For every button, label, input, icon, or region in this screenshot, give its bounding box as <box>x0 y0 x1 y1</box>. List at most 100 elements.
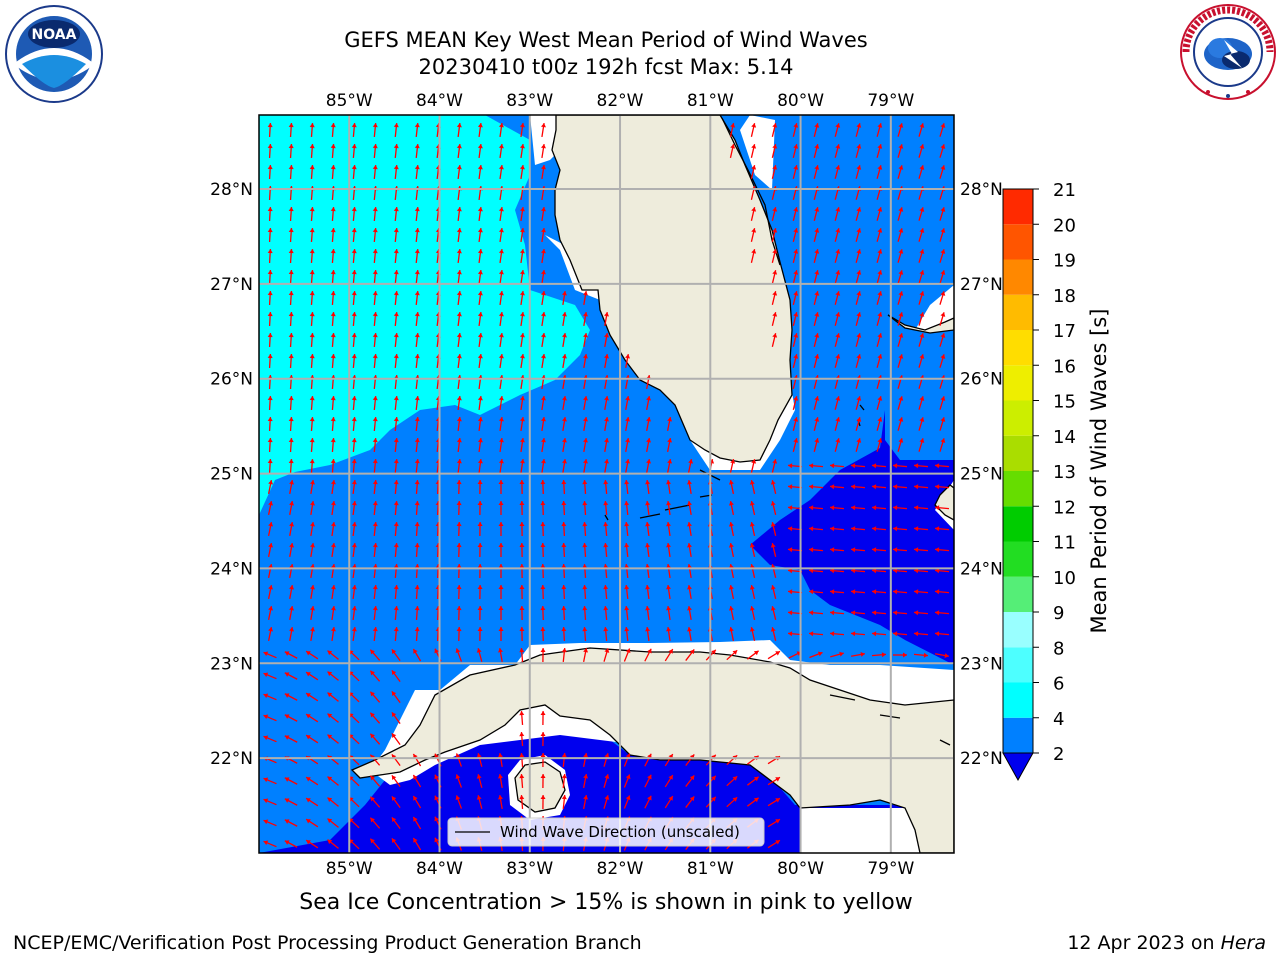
wave-arrow-head <box>561 795 567 800</box>
wave-arrow-head <box>751 123 757 128</box>
wave-arrow-head <box>872 547 877 553</box>
wave-arrow-head <box>268 543 274 548</box>
wave-arrow-head <box>583 774 589 779</box>
wave-arrow-head <box>893 547 898 553</box>
wave-arrow-head <box>561 648 567 653</box>
wave-arrow-head <box>814 165 820 170</box>
wave-arrow-head <box>814 354 820 359</box>
wave-arrow-head <box>582 480 588 485</box>
wave-arrow-head <box>413 795 418 801</box>
wave-arrow-head <box>893 589 898 595</box>
wave-arrow-head <box>814 270 820 275</box>
noaa-logo: NOAA <box>5 5 103 103</box>
footer-credit: NCEP/EMC/Verification Post Processing Pr… <box>13 932 642 954</box>
wave-arrow-head <box>267 354 273 359</box>
wave-arrow-head <box>788 589 793 595</box>
colorbar-segment <box>1003 471 1033 507</box>
wave-arrow-head <box>519 585 525 590</box>
wave-arrow-head <box>393 480 399 485</box>
wave-arrow-head <box>267 123 273 128</box>
lat-labels-right: 28°N 27°N 26°N 25°N 24°N 23°N 22°N <box>960 180 1003 769</box>
wave-arrow-head <box>625 459 631 464</box>
wave-arrow-head <box>330 333 336 338</box>
lon-label: 79°W <box>867 91 914 111</box>
wave-arrow-head <box>351 606 357 611</box>
wave-arrow-head <box>893 610 898 616</box>
wave-arrow-head <box>498 459 504 464</box>
wave-arrow-head <box>919 417 925 422</box>
wave-arrow-head <box>477 501 483 506</box>
wave-arrow-head <box>351 270 357 275</box>
wave-arrow-head <box>267 207 273 212</box>
wave-arrow-head <box>603 585 609 590</box>
no-data-margin <box>915 285 954 330</box>
wave-arrow-head <box>668 649 673 654</box>
wave-arrow-head <box>351 207 357 212</box>
colorbar-tick-label: 12 <box>1053 497 1076 518</box>
wave-arrow-head <box>391 838 397 844</box>
wave-arrow-head <box>391 796 397 802</box>
wave-arrow-head <box>477 438 483 443</box>
wave-arrow-head <box>788 463 793 469</box>
wave-arrow-head <box>770 522 776 527</box>
wave-arrow-head <box>519 333 525 338</box>
wave-arrow-head <box>919 438 925 443</box>
wave-arrow-head <box>668 775 673 780</box>
wave-arrow-head <box>775 798 780 803</box>
wave-arrow-head <box>372 312 378 317</box>
wave-arrow-head <box>919 396 925 401</box>
wave-arrow-head <box>288 312 294 317</box>
wave-arrow-head <box>306 672 311 677</box>
wave-arrow-head <box>872 463 877 469</box>
wave-arrow-head <box>770 501 776 506</box>
wave-arrow-head <box>645 606 651 611</box>
wave-arrow-head <box>919 249 925 254</box>
wave-arrow-head <box>372 396 378 401</box>
wave-arrow-head <box>519 648 525 653</box>
wave-arrow-head <box>645 480 651 485</box>
wave-arrow-head <box>519 207 525 212</box>
wave-arrow-head <box>309 144 315 149</box>
wave-arrow-head <box>519 627 525 632</box>
wave-arrow-head <box>306 819 311 824</box>
wave-arrow-head <box>309 165 315 170</box>
wave-arrow-head <box>289 585 295 590</box>
wave-arrow-head <box>393 438 399 443</box>
wave-arrow-head <box>519 480 525 485</box>
wave-arrow-head <box>306 693 311 698</box>
wave-arrow-head <box>288 165 294 170</box>
lat-label: 28°N <box>960 180 1003 200</box>
wave-arrow-head <box>393 459 399 464</box>
wave-arrow-head <box>268 606 274 611</box>
wave-arrow-head <box>268 480 274 485</box>
wave-arrow-head <box>919 165 925 170</box>
wave-arrow-head <box>809 568 814 574</box>
wave-arrow-head <box>267 438 273 443</box>
wave-arrow-head <box>393 123 399 128</box>
wave-arrow-head <box>625 774 631 780</box>
wave-arrow-head <box>540 627 546 632</box>
wave-arrow-head <box>814 249 820 254</box>
wave-arrow-head <box>372 228 378 233</box>
wave-arrow-head <box>624 522 630 527</box>
wave-arrow-head <box>309 123 315 128</box>
wave-arrow-head <box>372 480 378 485</box>
wave-arrow-head <box>267 417 273 422</box>
lon-labels-top: 85°W 84°W 83°W 82°W 81°W 80°W 79°W <box>326 91 915 111</box>
wave-arrow-head <box>561 585 567 590</box>
wave-arrow-head <box>687 522 692 527</box>
wave-arrow-head <box>372 123 378 128</box>
lat-labels-left: 28°N 27°N 26°N 25°N 24°N 23°N 22°N <box>210 180 253 769</box>
wave-arrow-head <box>689 775 695 781</box>
wave-arrow-head <box>604 312 609 317</box>
wave-arrow-head <box>728 606 734 611</box>
wave-arrow-head <box>372 207 378 212</box>
wave-arrow-head <box>770 480 776 485</box>
wave-arrow-head <box>835 123 841 128</box>
wave-arrow-head <box>267 228 273 233</box>
wave-arrow-head <box>753 776 759 782</box>
wave-arrow-head <box>788 568 793 574</box>
wave-arrow-head <box>498 606 504 611</box>
wave-arrow-head <box>306 777 311 782</box>
wave-arrow-head <box>372 627 378 632</box>
